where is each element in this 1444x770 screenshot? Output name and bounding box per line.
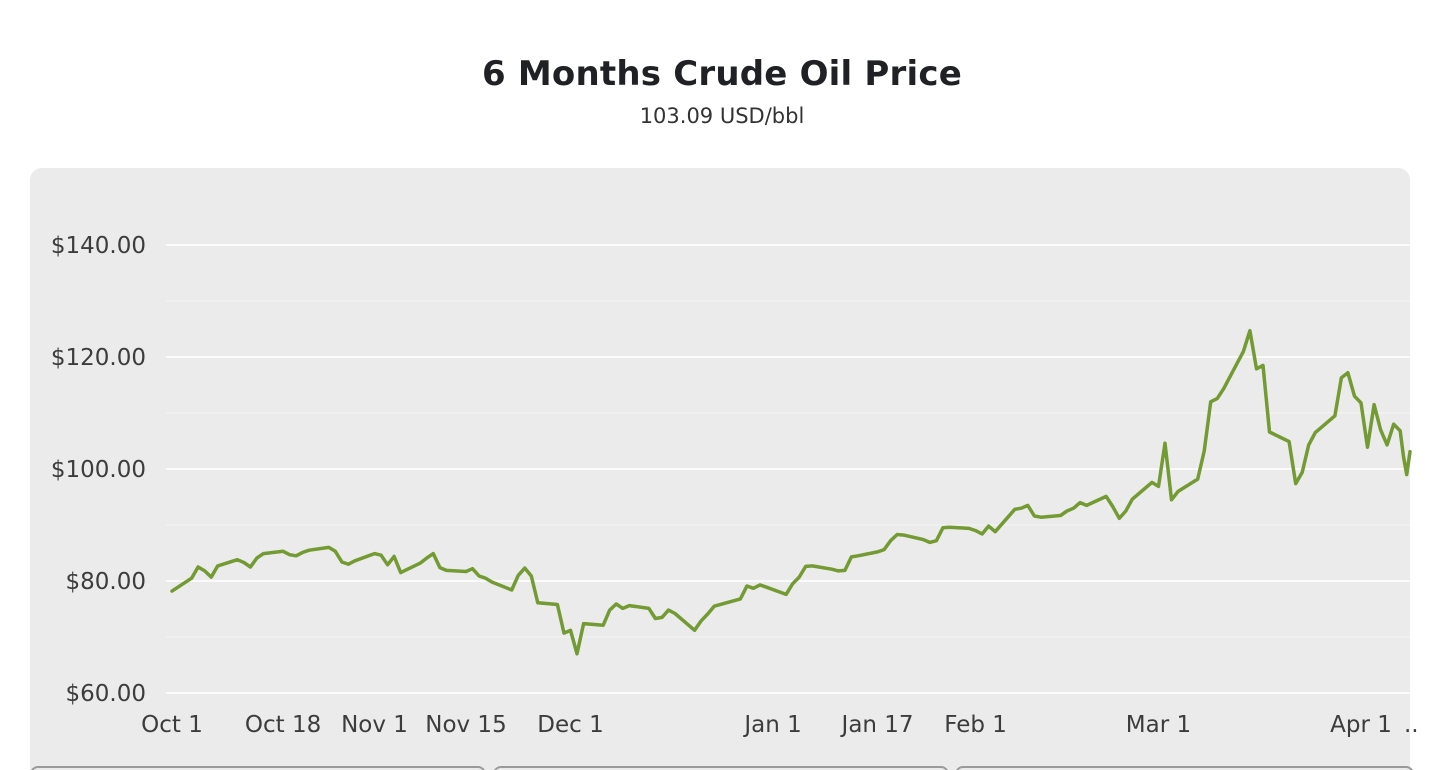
x-tick-label: Oct 18 — [245, 712, 321, 738]
chart-subtitle: 103.09 USD/bbl — [639, 104, 805, 128]
x-tick-label: Apr 1 — [1330, 712, 1392, 738]
x-tick-label: Oct 1 — [141, 712, 203, 738]
series-layer — [170, 328, 1412, 656]
bottom-tab-2[interactable] — [493, 766, 949, 770]
x-tick-label: Feb 1 — [944, 712, 1007, 738]
y-axis-labels: $60.00 $80.00 $100.00 $120.00 $140.00 — [51, 233, 146, 707]
grid-layer — [166, 244, 1410, 694]
y-tick-label: $140.00 — [51, 233, 146, 259]
y-tick-label: $80.00 — [66, 569, 146, 595]
chart-title: 6 Months Crude Oil Price — [482, 54, 962, 94]
x-tick-label: Jan 1 — [742, 712, 801, 738]
y-tick-label: $100.00 — [51, 457, 146, 483]
x-tick-label: Dec 1 — [537, 712, 603, 738]
bottom-tab-3[interactable] — [955, 766, 1414, 770]
y-tick-label: $120.00 — [51, 345, 146, 371]
x-axis-labels: Oct 1 Oct 18 Nov 1 Nov 15 Dec 1 Jan 1 Jan 17 Fe… — [141, 712, 1418, 738]
x-tick-label: Mar 1 — [1126, 712, 1191, 738]
price-series-line — [170, 328, 1412, 656]
x-tick-label: Nov 15 — [425, 712, 506, 738]
x-tick-label: Nov 1 — [341, 712, 408, 738]
x-tick-label: Jan 17 — [840, 712, 914, 738]
x-tick-label: .. — [1404, 712, 1419, 738]
y-tick-label: $60.00 — [66, 681, 146, 707]
bottom-tab-1[interactable] — [30, 766, 486, 770]
